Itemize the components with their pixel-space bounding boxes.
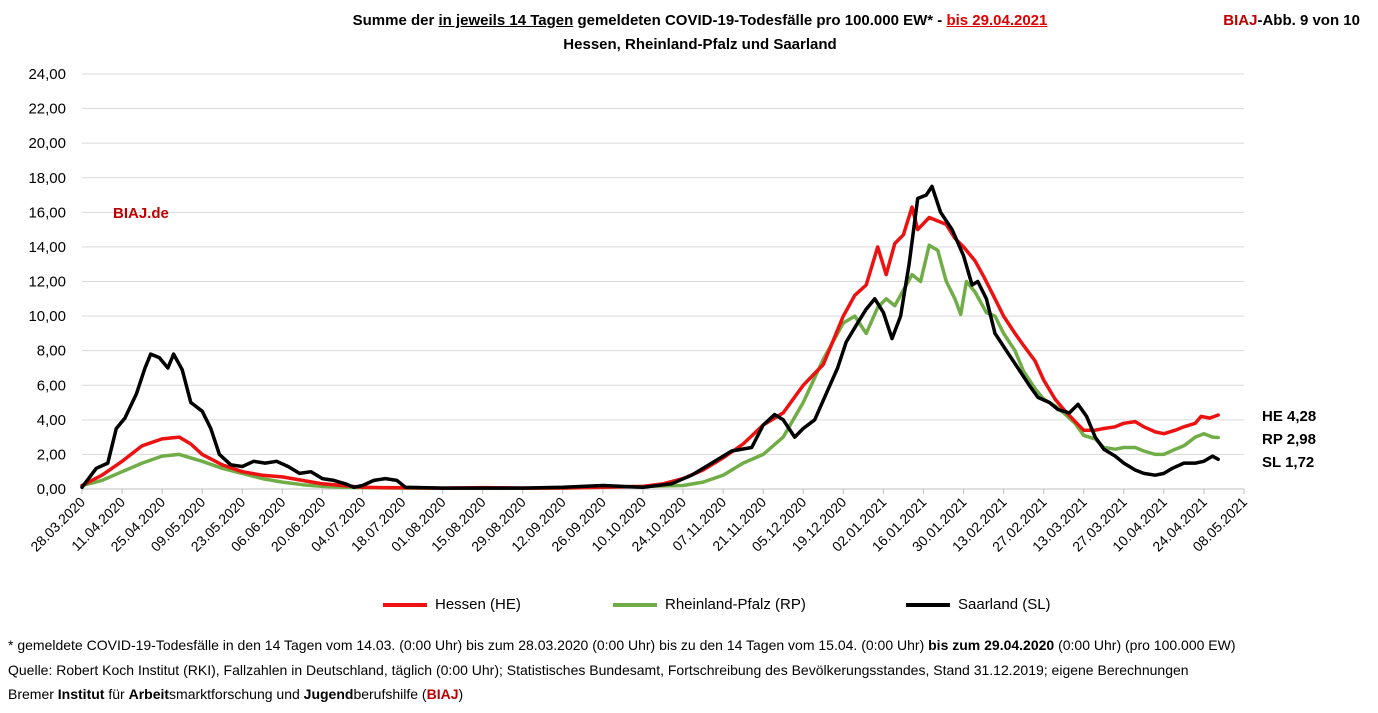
footnote-text: Bremer (8, 686, 58, 702)
series-end-label-0: HE 4,28 (1262, 408, 1316, 425)
y-tick-label: 24,00 (28, 66, 66, 83)
corner-text: -Abb. 9 von 10 (1257, 12, 1360, 29)
line-chart: 0,00 2,00 4,00 6,00 8,00 10,00 12,00 14,00 16,00… (27, 66, 1316, 555)
y-tick-label: 18,00 (28, 170, 66, 187)
legend-label-rp: Rheinland-Pfalz (RP) (665, 596, 806, 613)
y-tick-label: 14,00 (28, 239, 66, 256)
legend-item-hessen: Hessen (HE) (383, 596, 521, 613)
chart-title: Summe der in jeweils 14 Tagen gemeldeten… (200, 12, 1200, 29)
footnote-definition: * gemeldete COVID-19-Todesfälle in den 1… (8, 637, 1236, 653)
footnote-institute: Bremer Institut für Arbeitsmarktforschun… (8, 686, 463, 702)
legend-swatch-rp (613, 602, 657, 607)
y-tick-label: 8,00 (37, 343, 66, 360)
series-end-label-1: RP 2,98 (1262, 431, 1316, 448)
y-tick-label: 4,00 (37, 412, 66, 429)
y-tick-label: 0,00 (37, 481, 66, 498)
footnote-bold: Jugend (303, 686, 354, 702)
y-tick-label: 2,00 (37, 446, 66, 463)
footnote-text: * gemeldete COVID-19-Todesfälle in den 1… (8, 637, 929, 653)
title-part: gemeldeten COVID-19-Todesfälle pro 100.0… (573, 12, 947, 29)
footnote-source: Quelle: Robert Koch Institut (RKI), Fall… (8, 662, 1189, 678)
legend-swatch-hessen (383, 602, 427, 607)
title-date: bis 29.04.2021 (946, 12, 1048, 29)
footnote-text: für (104, 686, 129, 702)
series-line-0 (80, 205, 1220, 490)
legend-label-hessen: Hessen (HE) (435, 596, 521, 613)
y-tick-label: 12,00 (28, 274, 66, 291)
footnote-bold: Arbeit (128, 686, 170, 702)
legend: Hessen (HE) Rheinland-Pfalz (RP) Saarlan… (0, 596, 1378, 616)
y-tick-label: 20,00 (28, 135, 66, 152)
legend-label-sl: Saarland (SL) (958, 596, 1051, 613)
y-tick-label: 10,00 (28, 308, 66, 325)
y-tick-label: 6,00 (37, 377, 66, 394)
title-part-underlined: in jeweils 14 Tagen (438, 12, 574, 29)
footnote-text: ) (458, 686, 464, 702)
corner-brand: BIAJ (1223, 12, 1258, 29)
chart-subtitle: Hessen, Rheinland-Pfalz und Saarland (563, 36, 837, 53)
series-line-1 (80, 243, 1220, 491)
legend-item-rp: Rheinland-Pfalz (RP) (613, 596, 806, 613)
y-tick-label: 16,00 (28, 204, 66, 221)
series-end-label-2: SL 1,72 (1262, 454, 1314, 471)
figure-number: BIAJ-Abb. 9 von 10 (1223, 12, 1360, 29)
series-line-2 (80, 184, 1220, 490)
footnote-text: smarktforschung und (169, 686, 304, 702)
footnote-bold: Institut (57, 686, 105, 702)
y-tick-label: 22,00 (28, 101, 66, 118)
footnote-text: (0:00 Uhr) (pro 100.000 EW) (1054, 637, 1236, 653)
legend-swatch-sl (906, 602, 950, 607)
title-part: Summe der (352, 12, 439, 29)
watermark-biaj: BIAJ.de (113, 205, 169, 222)
footnote-text: berufshilfe ( (353, 686, 427, 702)
footnote-brand: BIAJ (426, 686, 459, 702)
footnote-bold: bis zum 29.04.2020 (928, 637, 1055, 653)
legend-item-sl: Saarland (SL) (906, 596, 1051, 613)
